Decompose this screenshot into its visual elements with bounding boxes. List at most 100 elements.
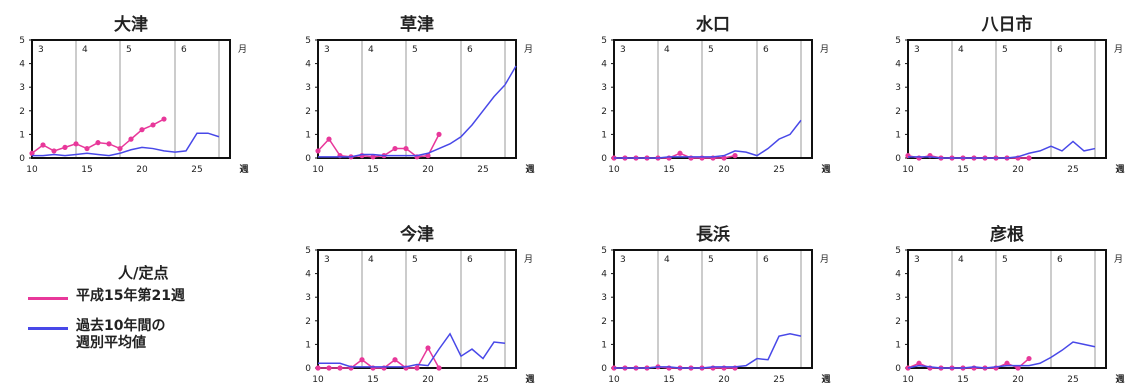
- x-tick-label: 10: [902, 375, 914, 385]
- chart-panel: 草津 3 4 5 6 月 0 1 2 3 4 5 10 15 20 25 週: [305, 14, 535, 175]
- y-tick-label: 5: [305, 36, 311, 46]
- x-tick-label: 20: [718, 165, 730, 175]
- month-label: 6: [467, 45, 473, 55]
- y-tick-label: 4: [895, 60, 901, 70]
- legend-swatch-average: [28, 327, 68, 330]
- chart-panel: 大津 3 4 5 6 月 0 1 2 3 4 5 10 15 20 25 週: [19, 14, 249, 175]
- series-current-point: [732, 153, 738, 159]
- x-tick-label: 20: [422, 165, 434, 175]
- month-label: 4: [958, 255, 964, 265]
- series-current-point: [1026, 355, 1032, 362]
- series-current-point: [403, 145, 409, 152]
- y-tick-label: 0: [895, 364, 901, 374]
- series-current-point: [436, 131, 442, 137]
- x-tick-label: 20: [1012, 165, 1024, 175]
- month-label: 6: [467, 255, 473, 265]
- x-tick-label: 15: [367, 375, 378, 385]
- y-tick-label: 0: [895, 154, 901, 164]
- legend-label-current: 平成15年第21週: [76, 288, 185, 304]
- series-current-point: [1015, 365, 1021, 371]
- x-tick-label: 15: [957, 165, 968, 175]
- series-current-point: [117, 145, 123, 152]
- month-label: 6: [763, 255, 769, 265]
- y-tick-label: 2: [19, 107, 25, 117]
- series-current-point: [436, 365, 442, 371]
- plot-frame: [907, 39, 1107, 159]
- month-label: 5: [1002, 45, 1008, 55]
- y-tick-label: 0: [601, 154, 607, 164]
- month-label: 4: [368, 45, 374, 55]
- month-label: 6: [1057, 255, 1063, 265]
- y-tick-label: 1: [305, 130, 311, 140]
- legend-label-average: 過去10年間の 週別平均値: [76, 318, 166, 351]
- y-tick-label: 2: [895, 317, 901, 327]
- month-label: 3: [620, 45, 626, 55]
- x-tick-label: 25: [773, 165, 784, 175]
- series-current-point: [84, 145, 90, 152]
- x-tick-label: 25: [477, 165, 488, 175]
- y-tick-label: 5: [895, 36, 901, 46]
- y-tick-label: 2: [305, 107, 311, 117]
- x-unit: 週: [525, 164, 535, 175]
- month-label: 6: [181, 45, 187, 55]
- y-tick-label: 1: [895, 340, 901, 350]
- series-current-point: [916, 360, 922, 366]
- y-tick-label: 2: [601, 107, 607, 117]
- legend-swatch-current: [28, 297, 68, 300]
- series-current-point: [51, 148, 57, 154]
- y-tick-label: 4: [305, 60, 311, 70]
- chart-title: 今津: [400, 224, 434, 245]
- x-tick-label: 20: [136, 165, 148, 175]
- month-unit: 月: [524, 44, 533, 55]
- y-tick-label: 5: [305, 246, 311, 256]
- month-label: 5: [1002, 255, 1008, 265]
- series-current-point: [392, 145, 398, 152]
- month-unit: 月: [1114, 254, 1123, 265]
- x-tick-label: 10: [902, 165, 914, 175]
- plot-frame: [613, 249, 813, 369]
- chart-title: 長浜: [696, 225, 730, 245]
- series-average-line: [614, 119, 802, 159]
- x-tick-label: 10: [312, 375, 324, 385]
- chart-title: 彦根: [990, 224, 1024, 245]
- y-tick-label: 3: [601, 293, 607, 303]
- series-current-point: [392, 357, 398, 363]
- chart-title: 草津: [400, 14, 434, 35]
- month-label: 3: [914, 45, 920, 55]
- month-unit: 月: [238, 44, 247, 55]
- chart-panel: 今津 3 4 5 6 月 0 1 2 3 4 5 10 15 20 25 週: [305, 224, 535, 385]
- series-average-line: [908, 140, 1096, 159]
- series-current-point: [1026, 155, 1032, 161]
- series-current-point: [359, 357, 365, 363]
- month-label: 5: [412, 45, 418, 55]
- series-average-line: [907, 341, 1096, 369]
- month-label: 5: [126, 45, 132, 55]
- series-current-point: [150, 122, 156, 128]
- series-current-point: [139, 127, 145, 133]
- chart-title: 大津: [114, 14, 148, 35]
- chart-panel: 長浜 3 4 5 6 月 0 1 2 3 4 5 10 15 20 25 週: [601, 225, 831, 385]
- x-tick-label: 10: [608, 375, 620, 385]
- y-tick-label: 5: [601, 36, 607, 46]
- month-label: 3: [324, 45, 330, 55]
- x-unit: 週: [821, 164, 831, 175]
- y-tick-label: 3: [895, 83, 901, 93]
- series-current-point: [721, 155, 727, 161]
- plot-frame: [317, 249, 517, 369]
- series-average-line: [32, 132, 220, 157]
- series-current-point: [315, 148, 321, 154]
- month-unit: 月: [820, 254, 829, 265]
- plot-frame: [907, 249, 1107, 369]
- x-tick-label: 15: [81, 165, 92, 175]
- y-tick-label: 4: [305, 270, 311, 280]
- series-current-point: [326, 365, 332, 371]
- x-tick-label: 25: [191, 165, 202, 175]
- month-label: 6: [763, 45, 769, 55]
- y-tick-label: 5: [601, 246, 607, 256]
- y-tick-label: 3: [601, 83, 607, 93]
- series-current-point: [161, 116, 167, 122]
- x-tick-label: 25: [477, 375, 488, 385]
- series-average-line: [318, 65, 517, 158]
- y-tick-label: 0: [305, 154, 311, 164]
- month-label: 3: [38, 45, 44, 55]
